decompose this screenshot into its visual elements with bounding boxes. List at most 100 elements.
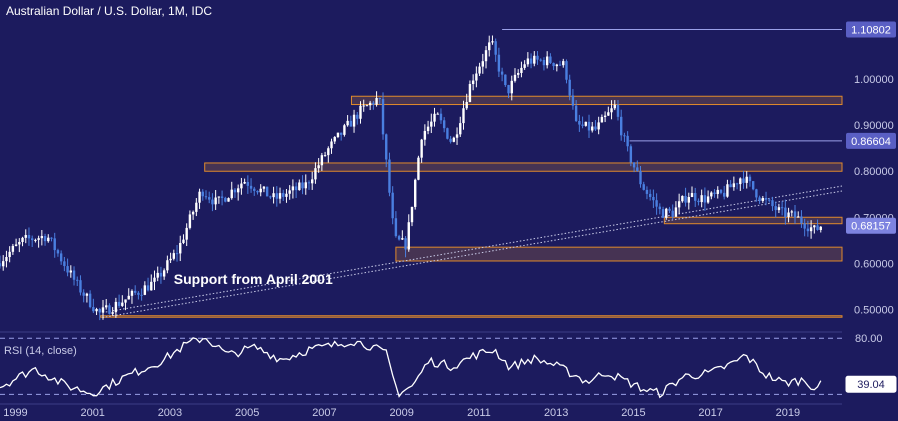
y-tick-3: 0.80000 <box>854 166 894 178</box>
annotation-support: Support from April 2001 <box>174 271 333 287</box>
rsi-label: RSI (14, close) <box>4 345 77 357</box>
candle-body-96 <box>307 182 311 184</box>
x-tick-2003: 2003 <box>158 407 182 419</box>
candle-body-235 <box>755 189 758 198</box>
candle-body-185 <box>594 126 597 130</box>
candle-body-208 <box>668 208 671 211</box>
candle-body-225 <box>722 192 726 197</box>
candle-body-88 <box>282 193 285 197</box>
candle-body-168 <box>539 59 542 61</box>
candle-body-173 <box>555 64 559 67</box>
candle-body-63 <box>201 191 204 197</box>
candle-body-38 <box>121 302 124 306</box>
candle-body-144 <box>462 108 465 124</box>
candle-body-0 <box>0 263 2 267</box>
candle-body-15 <box>47 237 50 242</box>
candle-body-47 <box>150 281 153 291</box>
zone-4 <box>99 315 843 318</box>
candle-body-193 <box>620 116 623 136</box>
candle-body-118 <box>378 97 382 99</box>
candle-body-119 <box>381 98 385 135</box>
candle-body-195 <box>626 135 629 147</box>
candle-body-84 <box>269 196 272 198</box>
candle-body-94 <box>301 182 304 189</box>
candle-body-13 <box>40 236 44 239</box>
price-tag-2 <box>846 217 896 234</box>
candle-body-213 <box>684 195 687 203</box>
candle-body-125 <box>401 238 404 240</box>
candle-body-231 <box>742 178 745 183</box>
candle-body-210 <box>674 207 678 217</box>
candle-body-49 <box>156 272 159 278</box>
candle-body-129 <box>414 179 417 207</box>
candle-body-177 <box>568 79 571 96</box>
candle-body-73 <box>233 189 237 193</box>
candle-body-197 <box>632 162 636 168</box>
candle-body-126 <box>404 238 407 250</box>
x-tick-2001: 2001 <box>80 407 104 419</box>
x-tick-2005: 2005 <box>235 407 259 419</box>
candle-body-206 <box>661 209 665 218</box>
candle-body-149 <box>478 66 481 74</box>
y-tick-1: 0.60000 <box>854 258 894 270</box>
candle-body-25 <box>79 280 82 293</box>
candle-body-2 <box>5 257 8 262</box>
candle-body-139 <box>446 128 449 139</box>
candle-body-218 <box>700 195 703 203</box>
candle-body-249 <box>800 216 803 224</box>
candle-body-156 <box>500 71 504 75</box>
candle-body-107 <box>343 125 346 135</box>
candle-body-44 <box>140 294 143 296</box>
candle-body-82 <box>262 186 266 189</box>
price-tag-label-0: 1.10802 <box>851 25 891 37</box>
candle-body-200 <box>642 184 645 190</box>
candle-body-97 <box>311 179 314 184</box>
candle-body-223 <box>716 189 719 194</box>
candle-body-222 <box>713 192 716 194</box>
candle-body-18 <box>56 250 60 254</box>
candle-body-245 <box>787 212 790 218</box>
candle-body-70 <box>224 197 227 202</box>
candle-body-154 <box>494 41 497 55</box>
y-tick-4: 0.90000 <box>854 120 894 132</box>
candle-body-251 <box>806 228 810 232</box>
candle-body-24 <box>76 279 79 281</box>
candle-body-179 <box>574 105 578 122</box>
candle-body-5 <box>14 244 18 246</box>
candle-body-239 <box>768 199 771 201</box>
x-tick-2007: 2007 <box>312 407 336 419</box>
candle-body-227 <box>729 184 732 188</box>
candle-body-163 <box>523 64 526 68</box>
candle-body-99 <box>317 165 320 169</box>
candle-body-9 <box>27 235 31 239</box>
candle-body-155 <box>497 54 501 72</box>
candle-body-4 <box>11 245 15 252</box>
price-tag-label-1: 0.86604 <box>851 136 891 148</box>
candle-body-167 <box>536 55 539 60</box>
candle-body-127 <box>407 222 410 250</box>
candle-body-159 <box>510 80 513 94</box>
candle-body-77 <box>246 182 250 186</box>
candle-body-220 <box>706 196 710 203</box>
candle-body-180 <box>578 121 581 125</box>
candle-body-160 <box>513 74 517 81</box>
candle-body-71 <box>227 198 230 202</box>
candle-body-202 <box>648 193 652 197</box>
candle-body-153 <box>491 41 494 43</box>
candle-body-26 <box>82 292 85 296</box>
candle-body-28 <box>88 293 92 308</box>
candle-body-1 <box>2 261 5 267</box>
candle-body-192 <box>616 104 620 117</box>
candle-body-132 <box>423 130 427 140</box>
candle-body-62 <box>198 191 201 203</box>
candle-body-85 <box>272 193 275 198</box>
candle-body-45 <box>143 285 147 295</box>
candle-body-145 <box>465 102 468 109</box>
price-tag-label-2: 0.68157 <box>851 221 891 233</box>
candle-body-182 <box>584 121 587 126</box>
candle-body-136 <box>436 113 439 115</box>
candle-body-172 <box>552 62 555 67</box>
candle-body-35 <box>111 312 114 314</box>
